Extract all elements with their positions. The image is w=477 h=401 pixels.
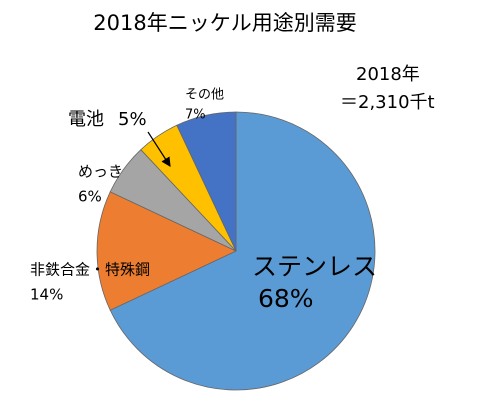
slice-label: 電池 — [68, 109, 104, 130]
slice-value-label: 14% — [30, 286, 63, 304]
slice-label: ステンレス — [252, 252, 377, 281]
slice-value-label: 7% — [185, 108, 206, 123]
pie-slice — [109, 111, 376, 391]
annotation: 2018年 — [356, 64, 420, 85]
slice-label: その他 — [185, 88, 224, 103]
label-arrow — [147, 131, 171, 168]
slice-label: めっき — [78, 163, 123, 181]
slice-label: 非鉄合金・特殊鋼 — [30, 261, 150, 279]
slice-value-label: 5% — [118, 109, 147, 130]
pie-slice — [96, 191, 237, 311]
slice-value-label: 6% — [78, 188, 102, 206]
annotation: ＝2,310千t — [340, 92, 435, 113]
pie-slice — [176, 111, 237, 252]
chart-title: 2018年ニッケル用途別需要 — [93, 11, 356, 35]
slice-value-label: 68% — [258, 284, 314, 313]
pie — [96, 111, 376, 391]
